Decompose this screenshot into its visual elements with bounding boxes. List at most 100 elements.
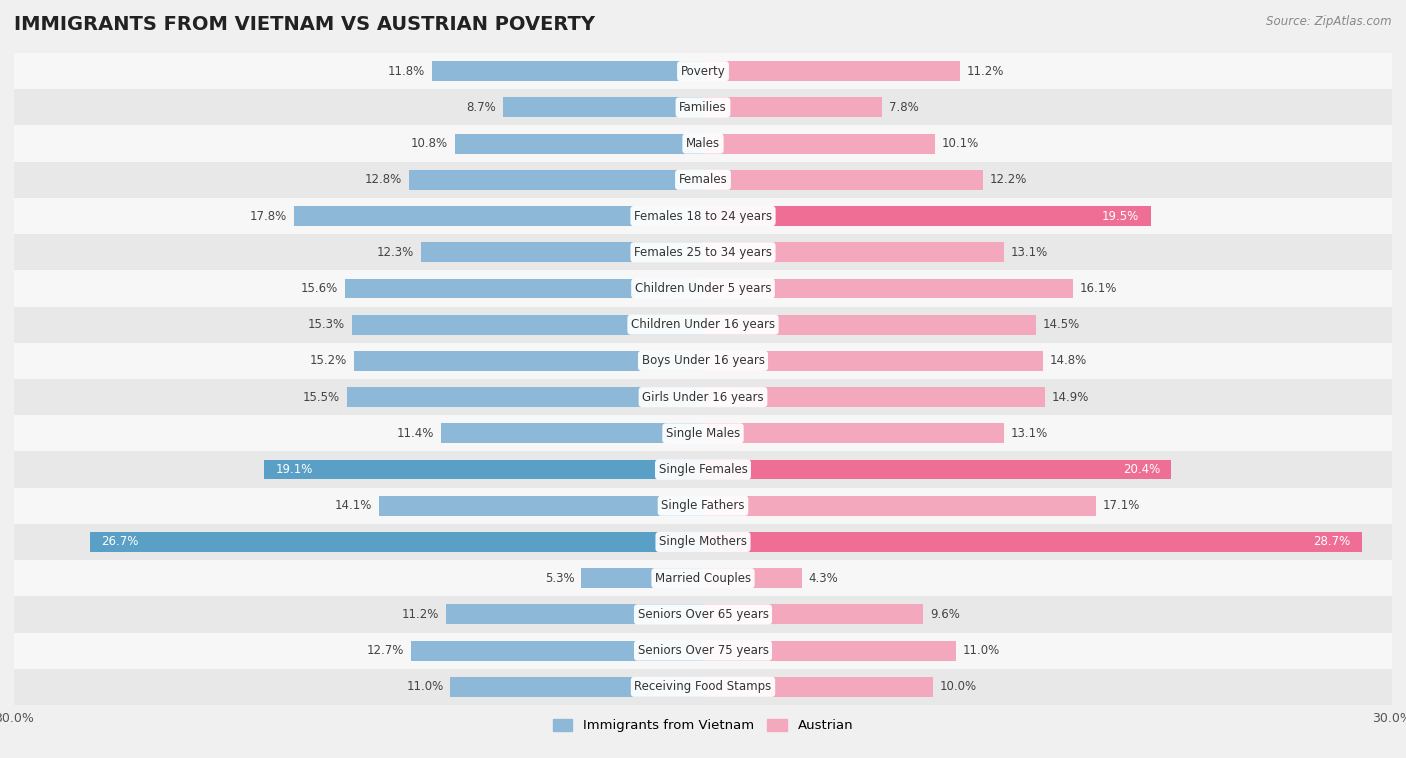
- Bar: [14, 53, 1392, 89]
- Bar: [703, 568, 801, 588]
- Bar: [14, 234, 1392, 271]
- Text: 12.3%: 12.3%: [377, 246, 413, 258]
- Text: 7.8%: 7.8%: [889, 101, 918, 114]
- Bar: [14, 487, 1392, 524]
- Bar: [703, 206, 1152, 226]
- Text: 11.2%: 11.2%: [967, 64, 1004, 77]
- Bar: [409, 170, 703, 190]
- Bar: [14, 452, 1392, 487]
- Bar: [703, 424, 1004, 443]
- Text: 14.1%: 14.1%: [335, 500, 373, 512]
- Bar: [503, 98, 703, 117]
- Bar: [446, 604, 703, 625]
- Text: Girls Under 16 years: Girls Under 16 years: [643, 390, 763, 403]
- Bar: [14, 126, 1392, 161]
- Bar: [344, 278, 703, 299]
- Bar: [14, 415, 1392, 452]
- Bar: [14, 632, 1392, 669]
- Bar: [703, 387, 1045, 407]
- Bar: [450, 677, 703, 697]
- Bar: [14, 161, 1392, 198]
- Text: IMMIGRANTS FROM VIETNAM VS AUSTRIAN POVERTY: IMMIGRANTS FROM VIETNAM VS AUSTRIAN POVE…: [14, 15, 595, 34]
- Text: Single Females: Single Females: [658, 463, 748, 476]
- Text: 12.7%: 12.7%: [367, 644, 405, 657]
- Bar: [703, 496, 1095, 515]
- Text: 5.3%: 5.3%: [544, 572, 575, 584]
- Text: Females 25 to 34 years: Females 25 to 34 years: [634, 246, 772, 258]
- Text: Boys Under 16 years: Boys Under 16 years: [641, 355, 765, 368]
- Bar: [703, 532, 1362, 552]
- Text: 15.3%: 15.3%: [308, 318, 344, 331]
- Bar: [354, 351, 703, 371]
- Bar: [456, 133, 703, 154]
- Bar: [703, 243, 1004, 262]
- Bar: [14, 379, 1392, 415]
- Text: 4.3%: 4.3%: [808, 572, 838, 584]
- Bar: [420, 243, 703, 262]
- Bar: [352, 315, 703, 334]
- Bar: [14, 560, 1392, 597]
- Bar: [347, 387, 703, 407]
- Text: 14.9%: 14.9%: [1052, 390, 1090, 403]
- Bar: [380, 496, 703, 515]
- Bar: [14, 271, 1392, 306]
- Text: 15.2%: 15.2%: [309, 355, 347, 368]
- Text: Children Under 16 years: Children Under 16 years: [631, 318, 775, 331]
- Bar: [441, 424, 703, 443]
- Bar: [703, 604, 924, 625]
- Bar: [703, 170, 983, 190]
- Text: 19.1%: 19.1%: [276, 463, 314, 476]
- Text: 26.7%: 26.7%: [101, 535, 139, 549]
- Text: 16.1%: 16.1%: [1080, 282, 1116, 295]
- Bar: [703, 641, 956, 660]
- Text: Receiving Food Stamps: Receiving Food Stamps: [634, 681, 772, 694]
- Bar: [14, 306, 1392, 343]
- Bar: [581, 568, 703, 588]
- Text: Seniors Over 75 years: Seniors Over 75 years: [637, 644, 769, 657]
- Text: 11.2%: 11.2%: [402, 608, 439, 621]
- Text: 17.8%: 17.8%: [250, 209, 287, 223]
- Text: 12.8%: 12.8%: [366, 174, 402, 186]
- Bar: [703, 278, 1073, 299]
- Text: 10.0%: 10.0%: [939, 681, 977, 694]
- Text: Single Fathers: Single Fathers: [661, 500, 745, 512]
- Text: Single Males: Single Males: [666, 427, 740, 440]
- Bar: [703, 677, 932, 697]
- Text: 13.1%: 13.1%: [1011, 246, 1047, 258]
- Text: 19.5%: 19.5%: [1102, 209, 1139, 223]
- Text: Families: Families: [679, 101, 727, 114]
- Text: 11.0%: 11.0%: [963, 644, 1000, 657]
- Bar: [14, 597, 1392, 632]
- Text: 12.2%: 12.2%: [990, 174, 1028, 186]
- Text: 10.1%: 10.1%: [942, 137, 979, 150]
- Text: Seniors Over 65 years: Seniors Over 65 years: [637, 608, 769, 621]
- Text: 28.7%: 28.7%: [1313, 535, 1351, 549]
- Text: 15.6%: 15.6%: [301, 282, 337, 295]
- Bar: [703, 315, 1036, 334]
- Bar: [432, 61, 703, 81]
- Text: Married Couples: Married Couples: [655, 572, 751, 584]
- Text: Children Under 5 years: Children Under 5 years: [634, 282, 772, 295]
- Bar: [14, 198, 1392, 234]
- Text: 14.8%: 14.8%: [1050, 355, 1087, 368]
- Bar: [264, 459, 703, 480]
- Bar: [703, 351, 1043, 371]
- Bar: [14, 669, 1392, 705]
- Text: 8.7%: 8.7%: [467, 101, 496, 114]
- Text: Females 18 to 24 years: Females 18 to 24 years: [634, 209, 772, 223]
- Bar: [703, 133, 935, 154]
- Text: Source: ZipAtlas.com: Source: ZipAtlas.com: [1267, 15, 1392, 28]
- Text: 14.5%: 14.5%: [1043, 318, 1080, 331]
- Text: 11.8%: 11.8%: [388, 64, 425, 77]
- Text: 9.6%: 9.6%: [931, 608, 960, 621]
- Bar: [703, 459, 1171, 480]
- Bar: [294, 206, 703, 226]
- Bar: [703, 98, 882, 117]
- Text: 10.8%: 10.8%: [411, 137, 449, 150]
- Bar: [14, 343, 1392, 379]
- Text: 13.1%: 13.1%: [1011, 427, 1047, 440]
- Text: 11.0%: 11.0%: [406, 681, 443, 694]
- Text: 20.4%: 20.4%: [1123, 463, 1160, 476]
- Text: Single Mothers: Single Mothers: [659, 535, 747, 549]
- Text: Females: Females: [679, 174, 727, 186]
